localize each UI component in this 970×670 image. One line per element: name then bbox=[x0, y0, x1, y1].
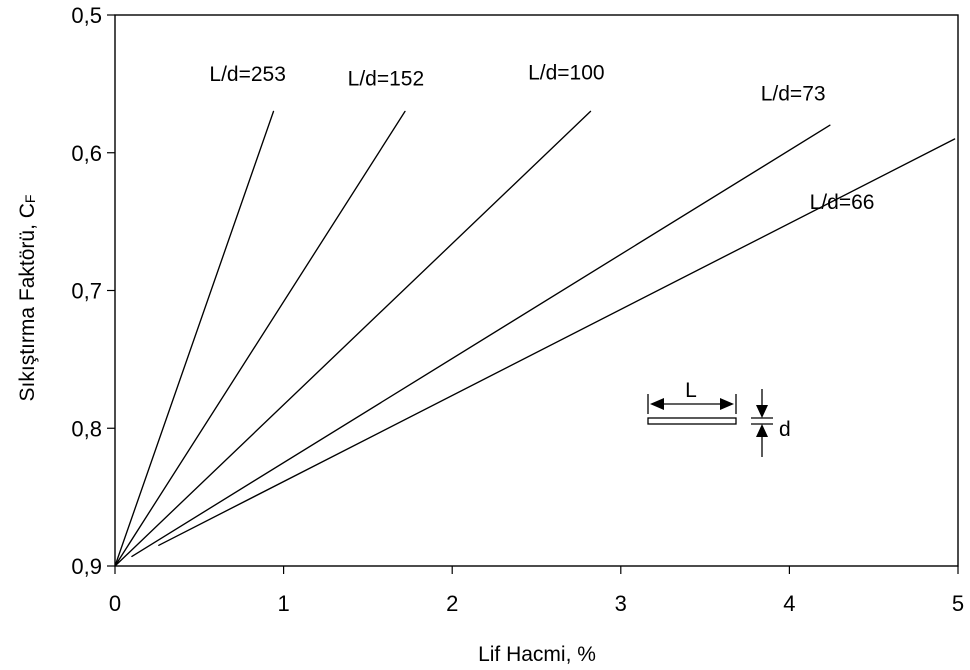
length-label: L bbox=[685, 379, 697, 402]
series-label-l-d-152: L/d=152 bbox=[348, 67, 425, 90]
y-axis-title-subscript: F bbox=[22, 195, 38, 204]
y-axis-title-main: Sıkıştırma Faktörü, C bbox=[16, 203, 39, 401]
x-tick-label: 4 bbox=[783, 591, 795, 616]
series-line-l-d-152 bbox=[114, 110, 406, 567]
svg-text:Sıkıştırma Faktörü, CF: Sıkıştırma Faktörü, CF bbox=[16, 195, 39, 402]
series-line-l-d-100 bbox=[114, 110, 592, 567]
fiber-rectangle bbox=[647, 417, 737, 425]
fiber-inset: L d bbox=[647, 379, 791, 457]
diameter-label: d bbox=[779, 418, 791, 441]
diameter-top-arrow bbox=[756, 405, 768, 418]
plot-frame bbox=[114, 14, 959, 567]
y-tick-label: 0,8 bbox=[71, 416, 102, 441]
series-label-l-d-100: L/d=100 bbox=[528, 62, 605, 85]
x-axis-title: Lif Hacmi, % bbox=[478, 643, 596, 666]
x-tick-label: 3 bbox=[615, 591, 627, 616]
x-axis: 0 1 2 3 4 5 bbox=[109, 566, 964, 616]
plot-area bbox=[114, 14, 959, 567]
length-right-arrow bbox=[720, 398, 734, 410]
series-line-l-d-66 bbox=[158, 138, 956, 546]
x-tick-label: 1 bbox=[277, 591, 289, 616]
series-line-l-d-73 bbox=[131, 124, 831, 558]
x-tick-label: 2 bbox=[446, 591, 458, 616]
x-tick-label: 0 bbox=[109, 591, 121, 616]
y-tick-label: 0,6 bbox=[71, 141, 102, 166]
y-tick-label: 0,7 bbox=[71, 279, 102, 304]
series-labels: L/d=253 L/d=152 L/d=100 L/d=73 L/d=66 bbox=[209, 62, 874, 214]
series-line-l-d-253 bbox=[114, 110, 275, 567]
series-label-l-d-66: L/d=66 bbox=[810, 191, 875, 214]
x-tick-label: 5 bbox=[952, 591, 964, 616]
y-axis: 0,5 0,6 0,7 0,8 0,9 bbox=[71, 3, 115, 579]
diameter-bottom-arrow bbox=[756, 424, 768, 437]
series-lines bbox=[114, 110, 956, 567]
series-label-l-d-73: L/d=73 bbox=[761, 82, 826, 105]
series-label-l-d-253: L/d=253 bbox=[209, 63, 286, 86]
y-tick-label: 0,5 bbox=[71, 3, 102, 28]
y-axis-title: Sıkıştırma Faktörü, CF bbox=[16, 195, 39, 402]
y-tick-label: 0,9 bbox=[71, 554, 102, 579]
length-left-arrow bbox=[650, 398, 664, 410]
